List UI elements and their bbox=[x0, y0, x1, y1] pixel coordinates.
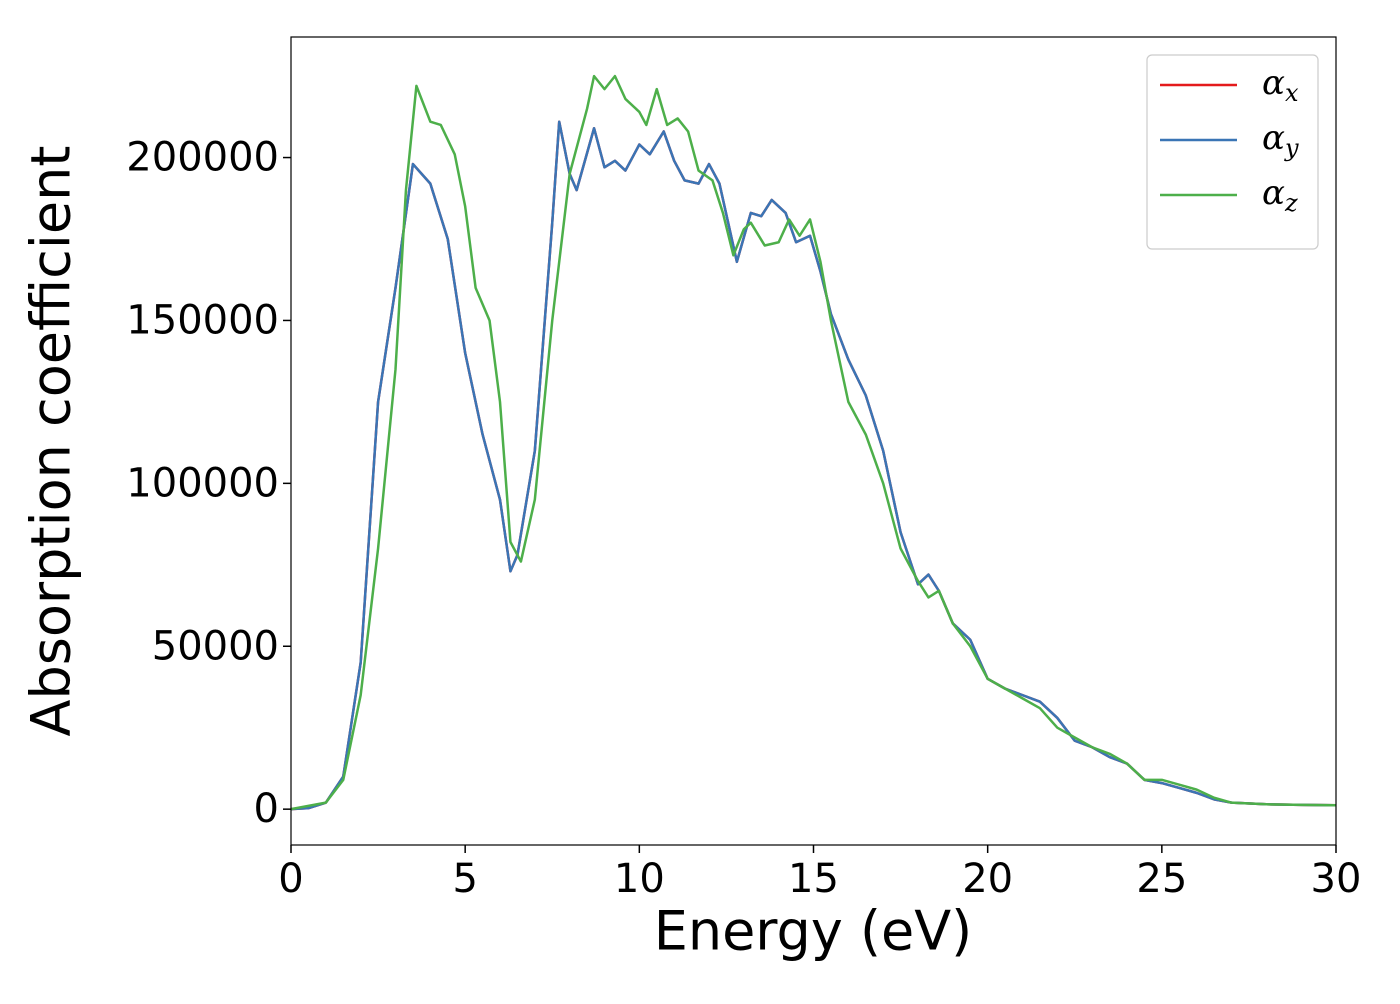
x-tick-label: 20 bbox=[962, 856, 1013, 902]
x-tick-label: 0 bbox=[278, 856, 303, 902]
legend-box bbox=[1146, 54, 1319, 250]
y-tick-label: 200000 bbox=[126, 135, 279, 181]
x-tick-label: 25 bbox=[1136, 856, 1187, 902]
legend-label: αx bbox=[1262, 63, 1299, 107]
x-tick-label: 5 bbox=[452, 856, 477, 902]
legend-label: αy bbox=[1262, 118, 1299, 162]
y-axis-label: Absorption coefficient bbox=[20, 146, 83, 737]
y-tick-label: 150000 bbox=[126, 297, 279, 343]
y-tick-label: 0 bbox=[254, 786, 279, 832]
y-tick-label: 50000 bbox=[152, 623, 279, 669]
x-tick-label: 10 bbox=[614, 856, 665, 902]
x-tick-label: 30 bbox=[1311, 856, 1362, 902]
data-line bbox=[290, 74, 1337, 811]
x-tick-label: 15 bbox=[788, 856, 839, 902]
x-axis-label: Energy (eV) bbox=[654, 900, 973, 963]
plot-frame bbox=[290, 36, 1337, 846]
legend-label: αz bbox=[1262, 173, 1298, 217]
y-tick-label: 100000 bbox=[126, 460, 279, 506]
